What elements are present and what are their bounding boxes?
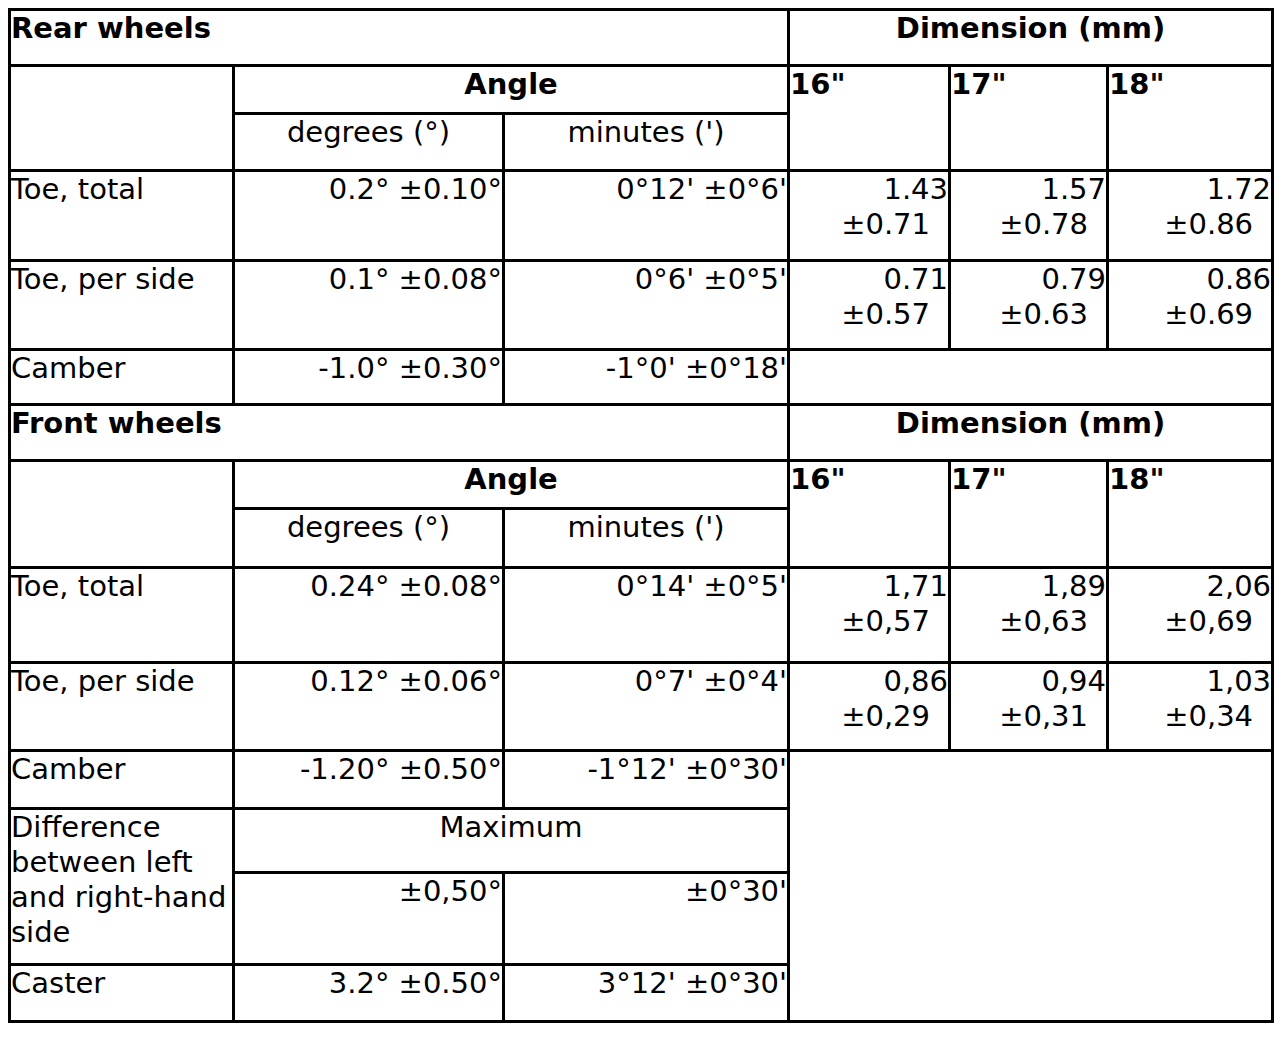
dimension-cell-18: 2,06 ±0,69 [1108,568,1273,663]
dimension-tolerance: ±0.71 [790,207,948,242]
degrees-value: -1.20° ±0.50° [234,751,504,809]
rear-size-header-17: 17" [950,66,1108,171]
front-camber-row: Camber -1.20° ±0.50° -1°12' ±0°30' [10,751,1273,809]
minutes-value: 0°7' ±0°4' [504,663,789,751]
dimension-tolerance: ±0,63 [951,604,1106,639]
row-label: Camber [10,751,234,809]
rear-toe-total-row: Toe, total 0.2° ±0.10° 0°12' ±0°6' 1.43 … [10,171,1273,261]
dimension-tolerance: ±0,29 [790,699,948,734]
dimension-tolerance: ±0,31 [951,699,1106,734]
row-label: Toe, per side [10,261,234,350]
front-toe-per-side-row: Toe, per side 0.12° ±0.06° 0°7' ±0°4' 0,… [10,663,1273,751]
front-size-header-17: 17" [950,461,1108,568]
dimension-tolerance: ±0.69 [1109,297,1271,332]
dimension-cell-18: 0.86 ±0.69 [1108,261,1273,350]
front-angle-header-row: Angle 16" 17" 18" [10,461,1273,509]
dimension-value: 0.71 [790,262,948,297]
dimension-value: 1.57 [951,172,1106,207]
dimension-tolerance: ±0,57 [790,604,948,639]
degrees-value: 0.24° ±0.08° [234,568,504,663]
rear-dimension-header: Dimension (mm) [789,10,1273,66]
rear-angle-header-row: Angle 16" 17" 18" [10,66,1273,114]
dimension-value: 0,86 [790,664,948,699]
dimension-tolerance: ±0.86 [1109,207,1271,242]
dimension-cell-17: 0.79 ±0.63 [950,261,1108,350]
dimension-value: 0.86 [1109,262,1271,297]
minutes-value: -1°12' ±0°30' [504,751,789,809]
dimension-cell-17: 1,89 ±0,63 [950,568,1108,663]
degrees-value: 0.2° ±0.10° [234,171,504,261]
dimension-cell-17: 0,94 ±0,31 [950,663,1108,751]
front-section-header-row: Front wheels Dimension (mm) [10,405,1273,461]
dimension-tolerance: ±0.57 [790,297,948,332]
minutes-value: -1°0' ±0°18' [504,350,789,405]
dimension-value: 2,06 [1109,569,1271,604]
minutes-value: 0°6' ±0°5' [504,261,789,350]
dimension-tolerance: ±0,69 [1109,604,1271,639]
front-size-header-18: 18" [1108,461,1273,568]
wheel-alignment-table: Rear wheels Dimension (mm) Angle 16" 17"… [8,8,1274,1023]
dimension-value: 1,89 [951,569,1106,604]
front-toe-total-row: Toe, total 0.24° ±0.08° 0°14' ±0°5' 1,71… [10,568,1273,663]
rear-empty-dimension-cell [789,350,1273,405]
rear-section-title: Rear wheels [10,10,789,66]
front-section-title: Front wheels [10,405,789,461]
dimension-tolerance: ±0.63 [951,297,1106,332]
dimension-tolerance: ±0,34 [1109,699,1271,734]
row-label: Difference between left and right-hand s… [10,809,234,965]
dimension-cell-16: 1.43 ±0.71 [789,171,950,261]
dimension-cell-16: 0,86 ±0,29 [789,663,950,751]
row-label: Toe, total [10,568,234,663]
rear-section-header-row: Rear wheels Dimension (mm) [10,10,1273,66]
front-empty-corner-cell [10,461,234,568]
dimension-value: 1.43 [790,172,948,207]
front-angle-header: Angle [234,461,789,509]
rear-empty-corner-cell [10,66,234,171]
minutes-value: 0°12' ±0°6' [504,171,789,261]
degrees-value: 0.1° ±0.08° [234,261,504,350]
front-empty-dimension-cell [789,751,1273,1022]
dimension-value: 1.72 [1109,172,1271,207]
row-label: Toe, per side [10,663,234,751]
dimension-value: 0,94 [951,664,1106,699]
dimension-value: 1,03 [1109,664,1271,699]
degrees-value: 0.12° ±0.06° [234,663,504,751]
rear-degrees-header: degrees (°) [234,114,504,171]
degrees-value: -1.0° ±0.30° [234,350,504,405]
front-degrees-header: degrees (°) [234,509,504,568]
row-label: Caster [10,965,234,1022]
rear-camber-row: Camber -1.0° ±0.30° -1°0' ±0°18' [10,350,1273,405]
maximum-header: Maximum [234,809,789,873]
dimension-value: 1,71 [790,569,948,604]
dimension-cell-17: 1.57 ±0.78 [950,171,1108,261]
dimension-cell-16: 1,71 ±0,57 [789,568,950,663]
minutes-value: 0°14' ±0°5' [504,568,789,663]
dimension-cell-18: 1.72 ±0.86 [1108,171,1273,261]
degrees-value: ±0,50° [234,873,504,965]
rear-size-header-18: 18" [1108,66,1273,171]
rear-minutes-header: minutes (') [504,114,789,171]
rear-toe-per-side-row: Toe, per side 0.1° ±0.08° 0°6' ±0°5' 0.7… [10,261,1273,350]
minutes-value: 3°12' ±0°30' [504,965,789,1022]
degrees-value: 3.2° ±0.50° [234,965,504,1022]
minutes-value: ±0°30' [504,873,789,965]
row-label: Toe, total [10,171,234,261]
dimension-cell-16: 0.71 ±0.57 [789,261,950,350]
front-size-header-16: 16" [789,461,950,568]
rear-size-header-16: 16" [789,66,950,171]
front-dimension-header: Dimension (mm) [789,405,1273,461]
dimension-value: 0.79 [951,262,1106,297]
rear-angle-header: Angle [234,66,789,114]
front-minutes-header: minutes (') [504,509,789,568]
dimension-cell-18: 1,03 ±0,34 [1108,663,1273,751]
row-label: Camber [10,350,234,405]
dimension-tolerance: ±0.78 [951,207,1106,242]
